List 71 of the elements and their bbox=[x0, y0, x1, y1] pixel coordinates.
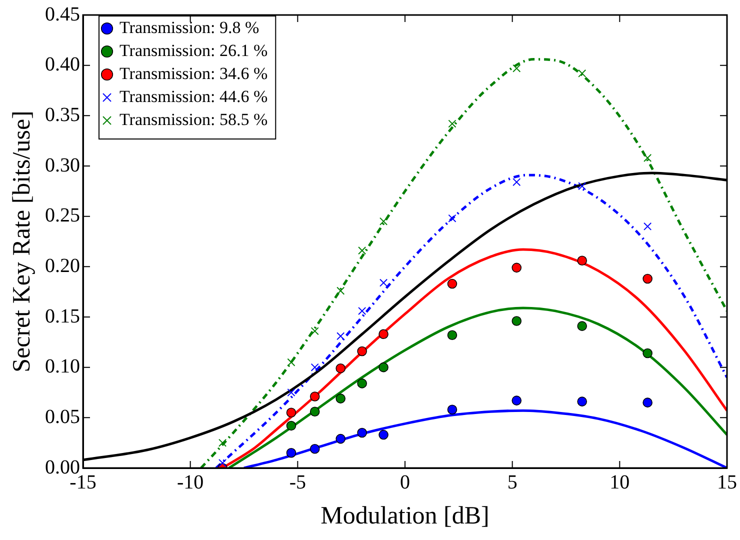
point bbox=[512, 396, 522, 406]
point bbox=[310, 392, 320, 402]
point bbox=[286, 408, 296, 418]
point bbox=[287, 358, 296, 366]
point bbox=[336, 394, 346, 404]
point bbox=[358, 246, 366, 255]
point bbox=[380, 278, 388, 287]
point bbox=[447, 330, 458, 340]
point bbox=[512, 316, 522, 326]
point bbox=[310, 363, 319, 372]
x-tick-label: -5 bbox=[289, 471, 306, 494]
point bbox=[286, 448, 296, 458]
y-tick-label: 0.30 bbox=[45, 154, 80, 176]
point bbox=[642, 398, 652, 408]
point bbox=[644, 154, 652, 162]
x-tick-label: 5 bbox=[507, 471, 518, 494]
y-tick-label: 0.20 bbox=[45, 254, 80, 277]
y-tick-label: 0.25 bbox=[45, 204, 80, 227]
point bbox=[447, 278, 458, 289]
point bbox=[287, 388, 296, 397]
point bbox=[644, 222, 652, 230]
point bbox=[357, 346, 367, 356]
point bbox=[577, 321, 587, 331]
point bbox=[357, 428, 367, 438]
y-tick-label: 0.45 bbox=[45, 3, 80, 26]
line-series bbox=[228, 306, 727, 468]
x-tick-label: 10 bbox=[610, 471, 630, 494]
point bbox=[448, 214, 456, 222]
x-tick-label: 15 bbox=[717, 471, 737, 494]
point bbox=[512, 64, 521, 72]
line-series bbox=[214, 174, 727, 468]
point bbox=[577, 256, 587, 266]
x-tick-label: -10 bbox=[176, 471, 204, 494]
point bbox=[378, 329, 388, 340]
point bbox=[218, 458, 227, 467]
point bbox=[512, 262, 522, 273]
legend-label: Transmission: 44.6 % bbox=[120, 86, 268, 106]
x-tick-label: 0 bbox=[400, 471, 410, 494]
point bbox=[380, 217, 388, 226]
point bbox=[310, 327, 319, 336]
y-axis-title: Secret Key Rate [bits/use] bbox=[8, 110, 36, 372]
point bbox=[448, 120, 456, 128]
point bbox=[310, 444, 320, 454]
y-tick-label: 0.15 bbox=[45, 305, 80, 328]
point bbox=[336, 434, 346, 444]
legend-label: Transmission: 26.1 % bbox=[120, 40, 268, 60]
y-tick-label: 0.40 bbox=[45, 54, 80, 76]
point bbox=[218, 438, 227, 447]
legend-label: Transmission: 9.8 % bbox=[120, 18, 260, 37]
legend-label: Transmission: 58.5 % bbox=[120, 110, 268, 129]
point bbox=[378, 430, 388, 440]
point bbox=[642, 348, 652, 358]
point bbox=[577, 396, 587, 406]
legend-label: Transmission: 34.6 % bbox=[120, 64, 268, 83]
point bbox=[447, 404, 458, 415]
point bbox=[336, 286, 345, 295]
point bbox=[512, 178, 521, 186]
point bbox=[642, 274, 652, 284]
point bbox=[336, 363, 346, 374]
point bbox=[357, 378, 367, 388]
point bbox=[578, 182, 586, 190]
y-tick-label: 0.35 bbox=[45, 104, 80, 126]
point bbox=[578, 69, 586, 78]
x-axis-title: Modulation [dB] bbox=[320, 502, 490, 530]
y-tick-label: 0.10 bbox=[45, 356, 80, 378]
point bbox=[358, 306, 366, 315]
point bbox=[286, 420, 296, 431]
point bbox=[378, 362, 388, 372]
point bbox=[336, 332, 345, 340]
point bbox=[310, 406, 320, 417]
y-tick-label: 0.05 bbox=[45, 406, 80, 428]
